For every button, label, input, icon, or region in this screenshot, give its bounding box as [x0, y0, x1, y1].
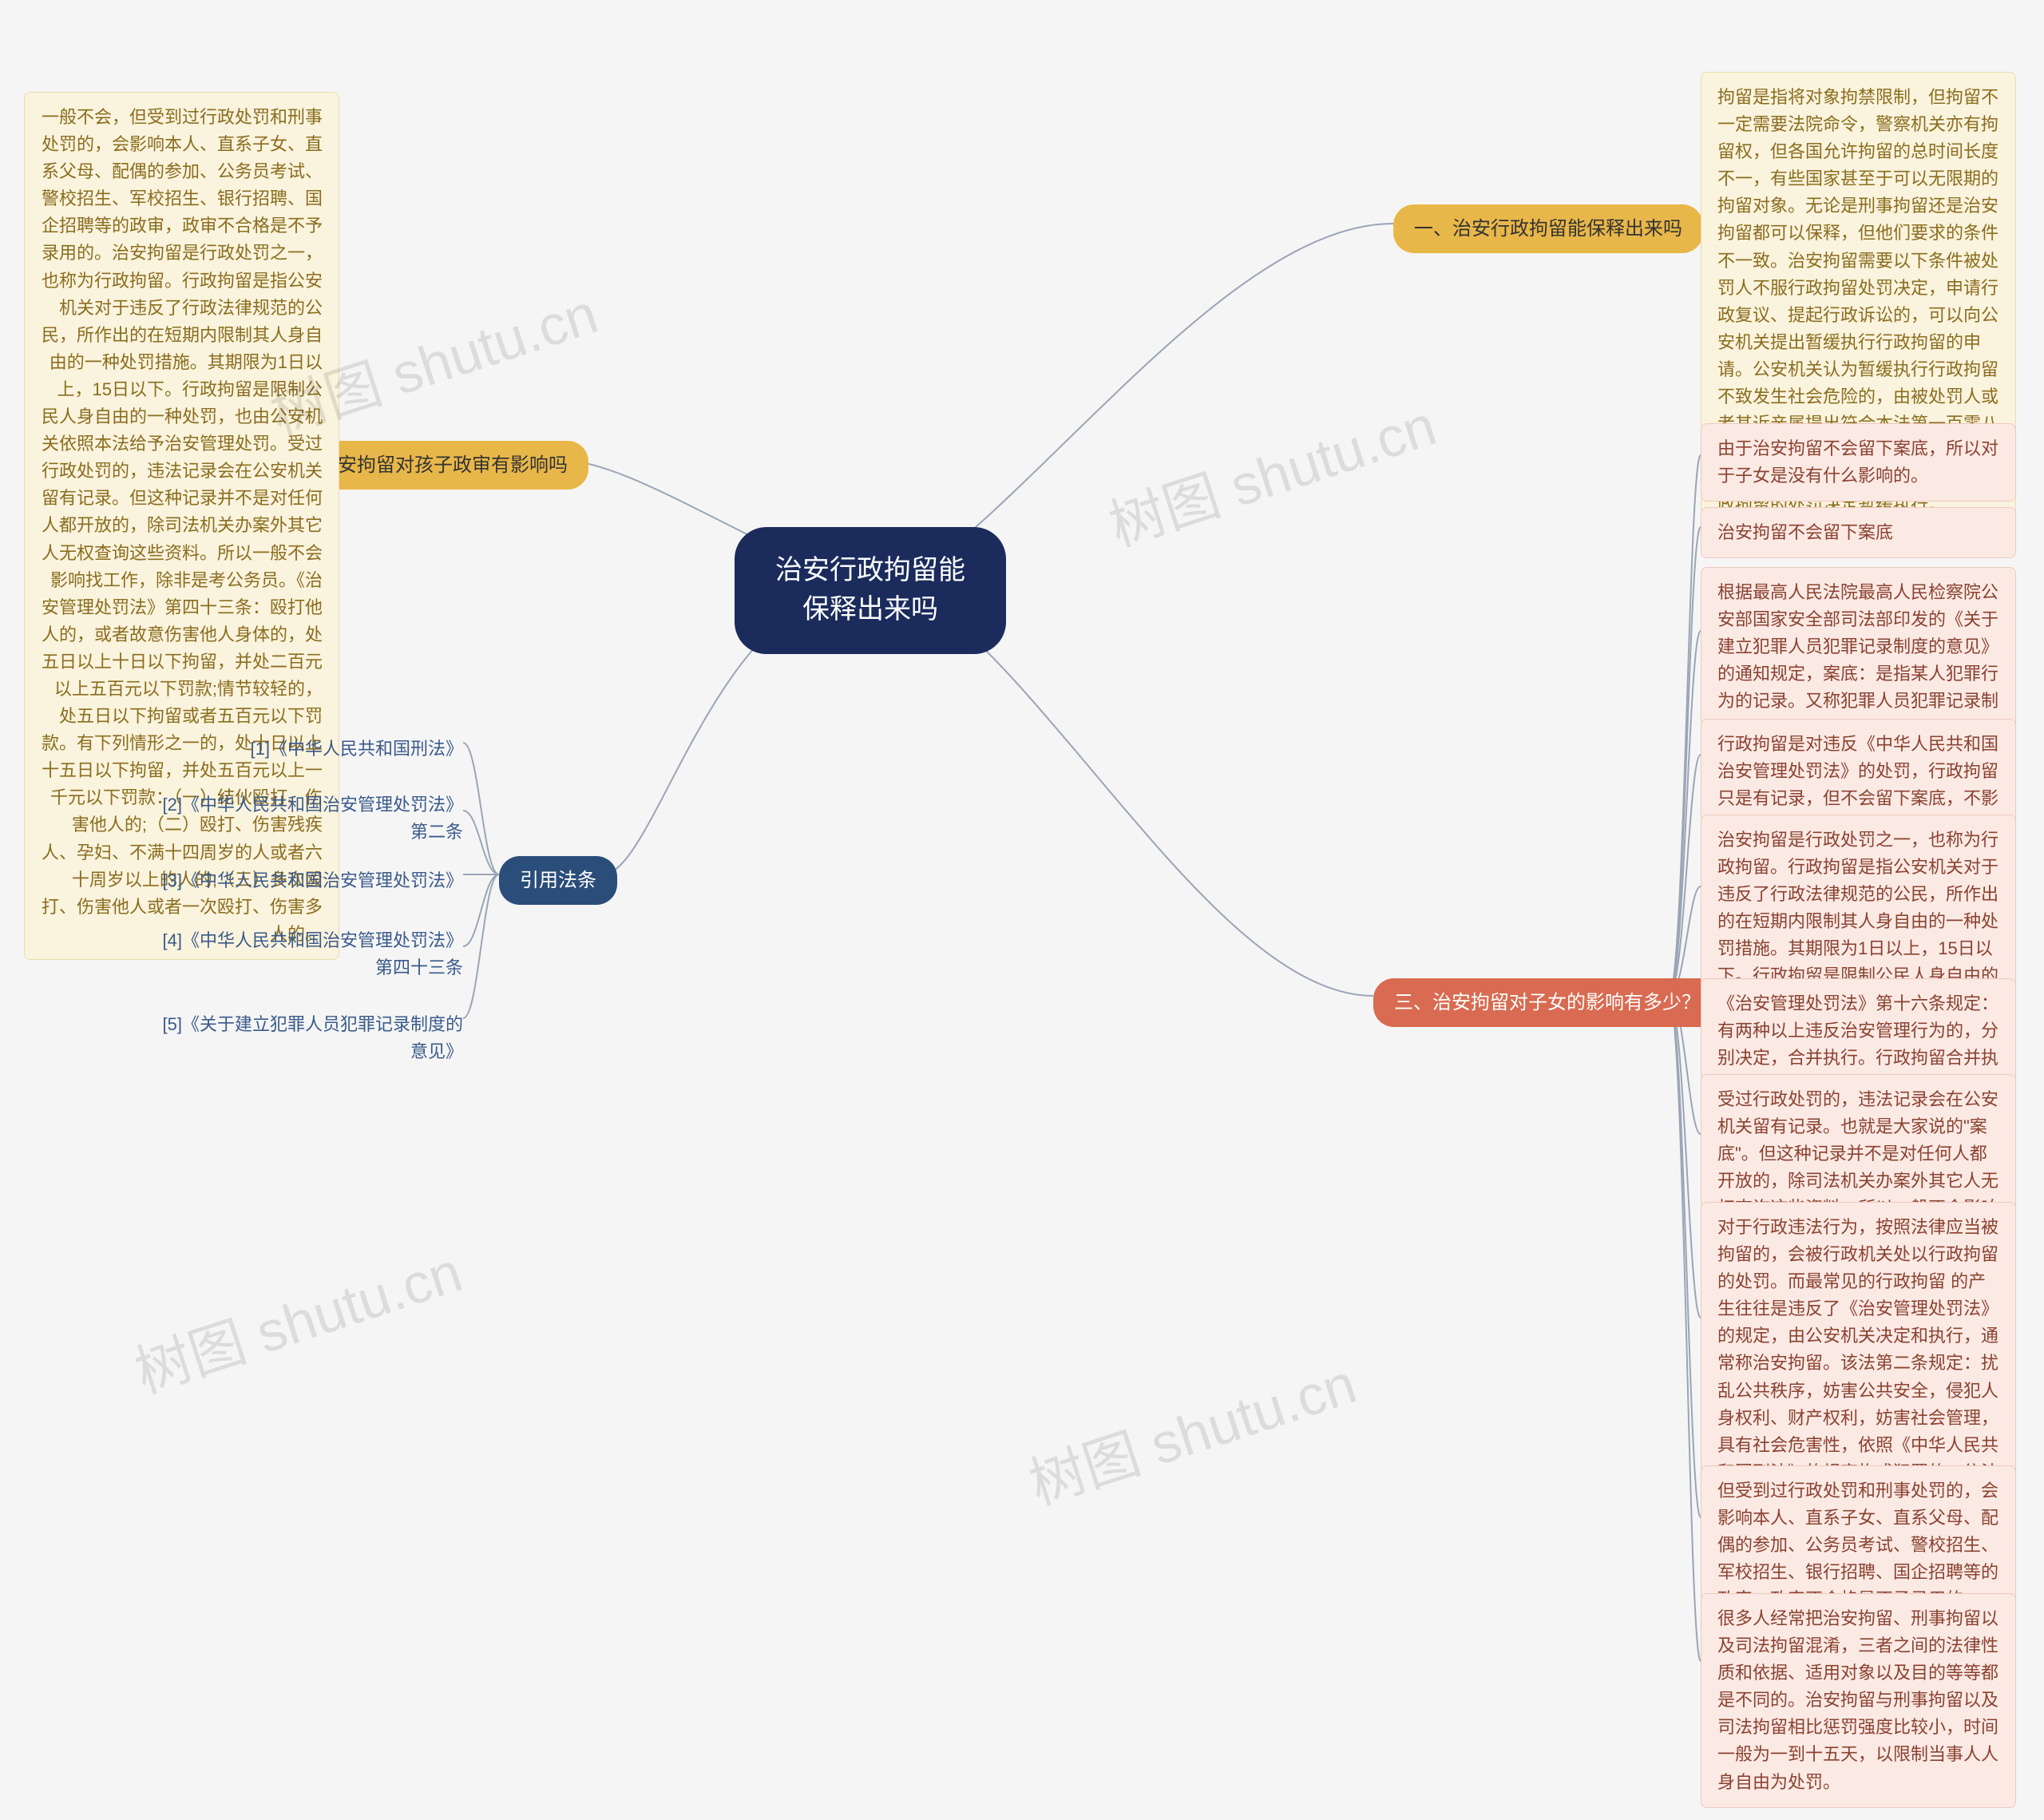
root-label: 治安行政拘留能保释出来吗: [775, 555, 965, 625]
watermark: 树图 shutu.cn: [1018, 1339, 1365, 1521]
branch-3-label: 三、治安拘留对子女的影响有多少？: [1394, 992, 1701, 1013]
watermark: 树图 shutu.cn: [124, 1227, 471, 1409]
branch-4-leaf-1: [2]《中华人民共和国治安管理处罚法》第二条: [152, 787, 463, 851]
branch-4-label: 引用法条: [520, 870, 596, 891]
branch-1[interactable]: 一、治安行政拘留能保释出来吗: [1393, 204, 1703, 253]
root-node[interactable]: 治安行政拘留能保释出来吗: [735, 527, 1006, 654]
branch-4-leaf-2: [3]《中华人民共和国治安管理处罚法》: [152, 862, 463, 899]
branch-4-leaf-0: [1]《中华人民共和国刑法》: [152, 731, 463, 767]
watermark: 树图 shutu.cn: [1098, 381, 1445, 562]
branch-3-leaf-0: 由于治安拘留不会留下案底，所以对于子女是没有什么影响的。: [1701, 423, 2016, 502]
branch-4-leaf-3: [4]《中华人民共和国治安管理处罚法》第四十三条: [152, 922, 463, 986]
branch-4-leaf-4: [5]《关于建立犯罪人员犯罪记录制度的意见》: [152, 1006, 463, 1070]
branch-3[interactable]: 三、治安拘留对子女的影响有多少？: [1373, 978, 1721, 1027]
branch-3-leaf-1: 治安拘留不会留下案底: [1701, 507, 2016, 558]
branch-4[interactable]: 引用法条: [499, 856, 617, 905]
branch-1-label: 一、治安行政拘留能保释出来吗: [1414, 218, 1682, 240]
branch-3-leaf-9: 很多人经常把治安拘留、刑事拘留以及司法拘留混淆，三者之间的法律性质和依据、适用对…: [1701, 1593, 2016, 1808]
